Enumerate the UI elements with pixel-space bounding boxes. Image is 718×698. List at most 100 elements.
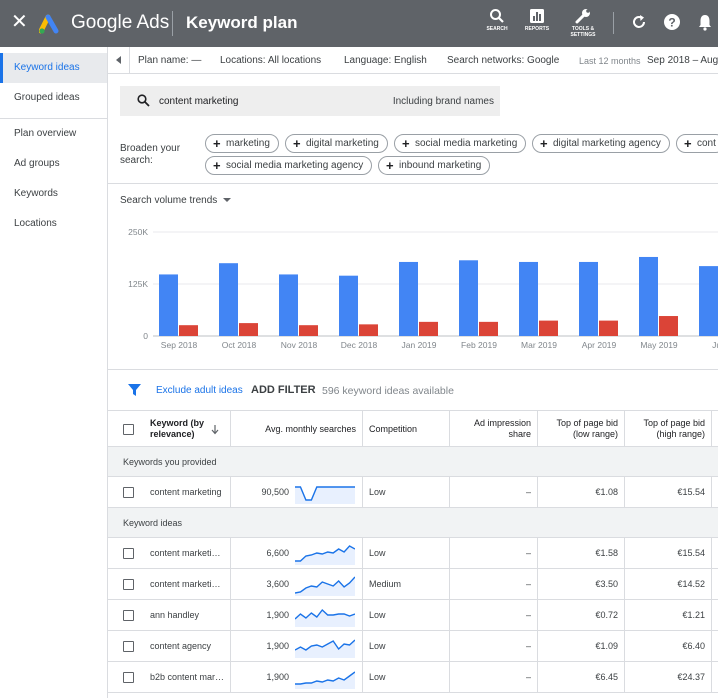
search-query[interactable]: content marketing	[159, 96, 239, 107]
chart-bar-primary[interactable]	[339, 275, 358, 336]
chart-bar-primary[interactable]	[639, 256, 658, 336]
chart-bar-secondary[interactable]	[299, 325, 318, 336]
table-header: Keyword (by relevance) Avg. monthly sear…	[108, 410, 718, 447]
broaden-chip[interactable]: + social media marketing agency	[205, 156, 373, 175]
cell-bid-low: €3.50	[537, 569, 624, 599]
column-avg-monthly-searches[interactable]: Avg. monthly searches	[230, 411, 362, 447]
column-top-bid-high[interactable]: Top of page bid (high range)	[624, 411, 711, 447]
table-row[interactable]: content agency 1,900 Low – €1.09 €6.40	[108, 631, 718, 662]
chart-bar-secondary[interactable]	[659, 316, 678, 336]
cell-keyword[interactable]: ann handley	[150, 610, 200, 620]
cell-keyword[interactable]: content marketing	[150, 487, 222, 497]
cell-avg-searches: 1,900	[230, 662, 295, 692]
chart-bar-secondary[interactable]	[479, 321, 498, 336]
collapse-sidebar-icon[interactable]	[116, 56, 121, 64]
column-searches-label: Avg. monthly searches	[265, 423, 356, 434]
chart-bar-primary[interactable]	[459, 260, 478, 336]
row-checkbox[interactable]	[123, 641, 134, 652]
help-icon[interactable]: ?	[663, 13, 681, 31]
cell-impression-share: –	[449, 569, 537, 599]
table-row[interactable]: content marketi… 6,600 Low – €1.58 €15.54	[108, 538, 718, 569]
chart-metric-select[interactable]: Search volume trends	[120, 195, 232, 206]
x-tick-label: Jun	[712, 340, 718, 350]
section-keywords-provided: Keywords you provided	[108, 447, 718, 477]
chart-bar-primary[interactable]	[519, 261, 538, 336]
section-keyword-ideas: Keyword ideas	[108, 508, 718, 538]
chart-bar-primary[interactable]	[579, 261, 598, 336]
chart-bar-primary[interactable]	[159, 274, 178, 336]
sidebar-item-keyword-ideas[interactable]: Keyword ideas	[0, 53, 107, 83]
column-top-bid-low[interactable]: Top of page bid (low range)	[537, 411, 624, 447]
broaden-chip[interactable]: + digital marketing	[285, 134, 388, 153]
brand-names-toggle[interactable]: Including brand names	[392, 96, 494, 107]
language-setting[interactable]: Language: English	[344, 55, 427, 66]
row-checkbox[interactable]	[123, 672, 134, 683]
chart-bar-secondary[interactable]	[179, 325, 198, 336]
cell-keyword[interactable]: content marketi…	[150, 548, 221, 558]
table-row[interactable]: b2b content mar… 1,900 Low – €6.45 €24.37	[108, 662, 718, 693]
broaden-chip[interactable]: + inbound marketing	[378, 156, 491, 175]
cell-keyword[interactable]: content marketi…	[150, 579, 221, 589]
row-checkbox[interactable]	[123, 487, 134, 498]
chart-bar-secondary[interactable]	[239, 323, 258, 336]
table-row[interactable]: content marketi… 3,600 Medium – €3.50 €14.52	[108, 569, 718, 600]
cell-keyword[interactable]: content agency	[150, 641, 212, 651]
chart-bar-primary[interactable]	[219, 263, 238, 336]
reports-tool-button[interactable]: REPORTS	[517, 8, 557, 32]
sort-arrow-icon[interactable]	[211, 425, 219, 435]
search-tool-button[interactable]: SEARCH	[477, 8, 517, 32]
tools-settings-button[interactable]: TOOLS & SETTINGS	[563, 8, 603, 38]
select-all-checkbox[interactable]	[123, 424, 134, 435]
table-row[interactable]: content marketing 90,500 Low – €1.08 €15.54	[108, 477, 718, 508]
sidebar-item-keywords[interactable]: Keywords	[14, 188, 58, 199]
column-ad-impression-share[interactable]: Ad impression share	[449, 411, 537, 447]
column-competition[interactable]: Competition	[362, 411, 449, 447]
column-keyword-label: Keyword (by relevance)	[150, 418, 205, 439]
chart-bar-primary[interactable]	[399, 261, 418, 336]
cell-avg-searches: 3,600	[230, 569, 295, 599]
cell-bid-high: €1.21	[624, 600, 711, 630]
chart-bar-secondary[interactable]	[359, 324, 378, 336]
y-tick-label: 250K	[128, 227, 148, 237]
cell-overflow	[711, 477, 718, 507]
sidebar-item-plan-overview[interactable]: Plan overview	[14, 128, 77, 139]
chart-bar-secondary[interactable]	[599, 320, 618, 336]
trend-sparkline-line	[295, 545, 355, 562]
notifications-icon[interactable]	[697, 13, 713, 31]
add-filter-button[interactable]: ADD FILTER	[251, 384, 316, 396]
date-range-value[interactable]: Sep 2018 – Aug	[647, 55, 718, 66]
column-competition-label: Competition	[369, 423, 418, 434]
cell-bid-high: €15.54	[624, 538, 711, 568]
broaden-chip-label: digital marketing	[306, 138, 379, 149]
sidebar-item-grouped-ideas[interactable]: Grouped ideas	[14, 92, 80, 103]
networks-setting[interactable]: Search networks: Google	[447, 55, 560, 66]
column-keyword[interactable]: Keyword (by relevance)	[144, 411, 230, 447]
row-checkbox[interactable]	[123, 579, 134, 590]
plan-name[interactable]: Plan name: —	[138, 55, 202, 66]
locations-setting[interactable]: Locations: All locations	[220, 55, 322, 66]
refresh-icon[interactable]	[631, 13, 647, 31]
exclude-adult-ideas-link[interactable]: Exclude adult ideas	[156, 385, 243, 396]
chart-bar-secondary[interactable]	[539, 320, 558, 336]
broaden-chip[interactable]: + digital marketing agency	[532, 134, 670, 153]
sidebar-item-locations[interactable]: Locations	[14, 218, 57, 229]
close-icon[interactable]: ✕	[11, 11, 28, 33]
row-checkbox[interactable]	[123, 548, 134, 559]
sidebar-item-ad-groups[interactable]: Ad groups	[14, 158, 60, 169]
broaden-chip[interactable]: + cont	[676, 134, 718, 153]
chart-bar-secondary[interactable]	[419, 321, 438, 336]
keyword-search-box[interactable]: content marketing Including brand names	[120, 86, 500, 116]
cell-bid-low: €1.09	[537, 631, 624, 661]
cell-bid-high: €14.52	[624, 569, 711, 599]
cell-keyword[interactable]: b2b content mar…	[150, 672, 225, 682]
broaden-chip[interactable]: + social media marketing	[394, 134, 527, 153]
broaden-chip[interactable]: + marketing	[205, 134, 279, 153]
broaden-chip-label: inbound marketing	[399, 160, 482, 171]
chart-bar-primary[interactable]	[699, 266, 718, 336]
chart-bar-primary[interactable]	[279, 274, 298, 336]
sidebar-divider	[0, 118, 107, 119]
row-checkbox[interactable]	[123, 610, 134, 621]
table-row[interactable]: ann handley 1,900 Low – €0.72 €1.21	[108, 600, 718, 631]
filter-icon[interactable]	[128, 384, 141, 396]
wrench-icon	[575, 9, 590, 24]
